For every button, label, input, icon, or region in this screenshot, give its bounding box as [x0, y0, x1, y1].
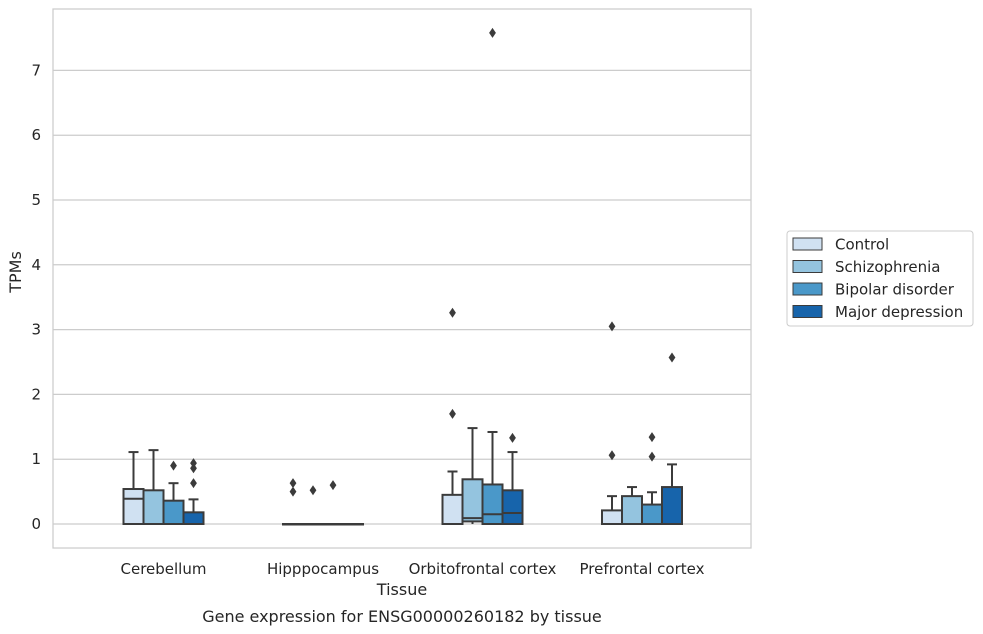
box-major-depression-orbitofrontal-cortex	[501, 432, 524, 525]
y-tick-label: 0	[31, 515, 41, 533]
box-body	[162, 499, 185, 525]
outlier-point	[289, 486, 297, 497]
box-body	[182, 511, 205, 525]
box-control-cerebellum	[122, 451, 145, 525]
box-body	[441, 493, 464, 525]
plot-frame	[52, 8, 752, 549]
legend-label-schizophrenia: Schizophrenia	[835, 258, 940, 276]
y-tick-label: 3	[31, 321, 41, 339]
outlier-point	[608, 450, 616, 461]
box-bipolar-disorder-prefrontal-cortex	[641, 432, 663, 525]
x-tick-label-hipppocampus: Hipppocampus	[267, 560, 379, 578]
outlier-point	[668, 352, 676, 363]
box-major-depression-cerebellum	[182, 458, 205, 525]
y-tick-label: 7	[31, 61, 41, 79]
outlier-point	[190, 478, 197, 489]
legend-label-control: Control	[835, 236, 889, 254]
legend-frame	[786, 230, 974, 327]
box-bipolar-disorder-cerebellum	[162, 460, 185, 525]
legend-label-major-depression: Major depression	[835, 303, 963, 321]
box-body	[661, 486, 683, 525]
legend: Control Schizophrenia Bipolar disorder Majo…	[786, 230, 974, 327]
box-body	[142, 489, 165, 525]
y-tick-label: 2	[31, 385, 41, 403]
outlier-point	[190, 463, 197, 474]
plot-background	[53, 9, 751, 548]
box-control-hipppocampus	[282, 478, 304, 526]
box-body	[621, 495, 643, 525]
x-tick-label-cerebellum: Cerebellum	[121, 560, 207, 578]
legend-swatch-bipolar-disorder	[792, 282, 823, 296]
outlier-point	[329, 480, 337, 491]
x-axis-title: Tissue	[376, 580, 427, 599]
x-tick-label-orbitofrontal-cortex: Orbitofrontal cortex	[409, 560, 557, 578]
y-tick-label: 1	[31, 450, 41, 468]
outlier-point	[608, 321, 616, 332]
legend-swatch-major-depression	[792, 305, 823, 318]
outlier-point	[309, 485, 317, 496]
legend-label-bipolar-disorder: Bipolar disorder	[835, 281, 955, 299]
outlier-point	[489, 27, 496, 38]
box-body	[481, 483, 504, 525]
chart-caption: Gene expression for ENSG00000260182 by t…	[202, 607, 602, 626]
gridlines	[53, 69, 751, 525]
box-body	[501, 489, 524, 525]
y-tick-label: 6	[31, 126, 41, 144]
outlier-point	[449, 408, 456, 419]
box-body	[641, 503, 663, 525]
box-control-prefrontal-cortex	[601, 321, 623, 525]
box-schizophrenia-cerebellum	[142, 449, 165, 525]
boxes-layer	[122, 27, 683, 526]
outlier-point	[509, 432, 516, 443]
legend-swatch-schizophrenia	[792, 260, 823, 273]
outlier-point	[289, 478, 297, 489]
outlier-point	[190, 458, 197, 469]
x-tick-label-prefrontal-cortex: Prefrontal cortex	[580, 560, 705, 578]
legend-swatch-control	[792, 237, 823, 251]
x-tick-labels: Cerebellum Hipppocampus Orbitofrontal cort…	[121, 560, 705, 578]
y-tick-labels: 0 1 2 3 4 5 6 7	[31, 61, 41, 533]
y-tick-label: 4	[31, 256, 41, 274]
box-control-orbitofrontal-cortex	[441, 307, 464, 525]
outlier-point	[648, 432, 656, 443]
box-major-depression-hipppocampus	[342, 523, 364, 526]
box-body	[461, 478, 484, 523]
outlier-point	[170, 460, 177, 471]
box-major-depression-prefrontal-cortex	[661, 352, 683, 525]
y-axis-title: TPMs	[6, 251, 25, 294]
y-tick-label: 5	[31, 191, 41, 209]
outlier-point	[449, 307, 456, 318]
outlier-point	[648, 451, 656, 462]
box-body	[601, 509, 623, 525]
box-body	[122, 488, 145, 525]
